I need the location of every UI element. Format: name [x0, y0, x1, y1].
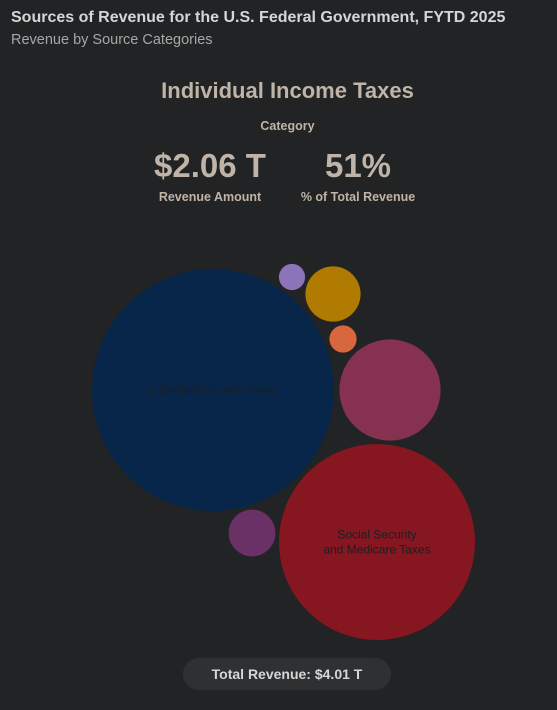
chart-subtitle: Revenue by Source Categories: [11, 32, 213, 48]
bubble-label-individual: Individual Income Taxes: [149, 383, 277, 397]
bubble-label-social: Social Security: [337, 528, 416, 542]
chart-title: Sources of Revenue for the U.S. Federal …: [11, 9, 506, 26]
bubble-circle-social[interactable]: [279, 444, 475, 640]
bubble-circle-purple[interactable]: [228, 509, 276, 557]
bubble-pink[interactable]: [339, 339, 441, 441]
selected-source-category-label: Category: [260, 119, 315, 133]
percent-total-stat: 51% % of Total Revenue: [288, 146, 428, 204]
bubble-circle-lavender[interactable]: [278, 263, 306, 291]
bubble-label-social: and Medicare Taxes: [323, 543, 430, 557]
percent-total-value: 51%: [324, 147, 392, 184]
bubble-circle-individual[interactable]: [92, 269, 334, 511]
revenue-amount-value: $2.06 T: [154, 147, 266, 184]
bubble-individual[interactable]: Individual Income Taxes: [92, 269, 334, 511]
bubble-circle-gold[interactable]: [305, 266, 361, 322]
bubble-circle-orange[interactable]: [329, 325, 357, 353]
total-revenue-badge: Total Revenue: $4.01 T: [183, 658, 391, 690]
bubble-purple[interactable]: [228, 509, 276, 557]
percent-total-label: % of Total Revenue: [300, 190, 416, 204]
bubble-orange[interactable]: [329, 325, 357, 353]
selected-source-name: Individual Income Taxes: [161, 78, 414, 103]
bubble-gold[interactable]: [305, 266, 361, 322]
bubble-lavender[interactable]: [278, 263, 306, 291]
bubble-circle-pink[interactable]: [339, 339, 441, 441]
revenue-amount-stat: $2.06 T Revenue Amount: [140, 146, 280, 204]
revenue-amount-label: Revenue Amount: [158, 190, 262, 204]
